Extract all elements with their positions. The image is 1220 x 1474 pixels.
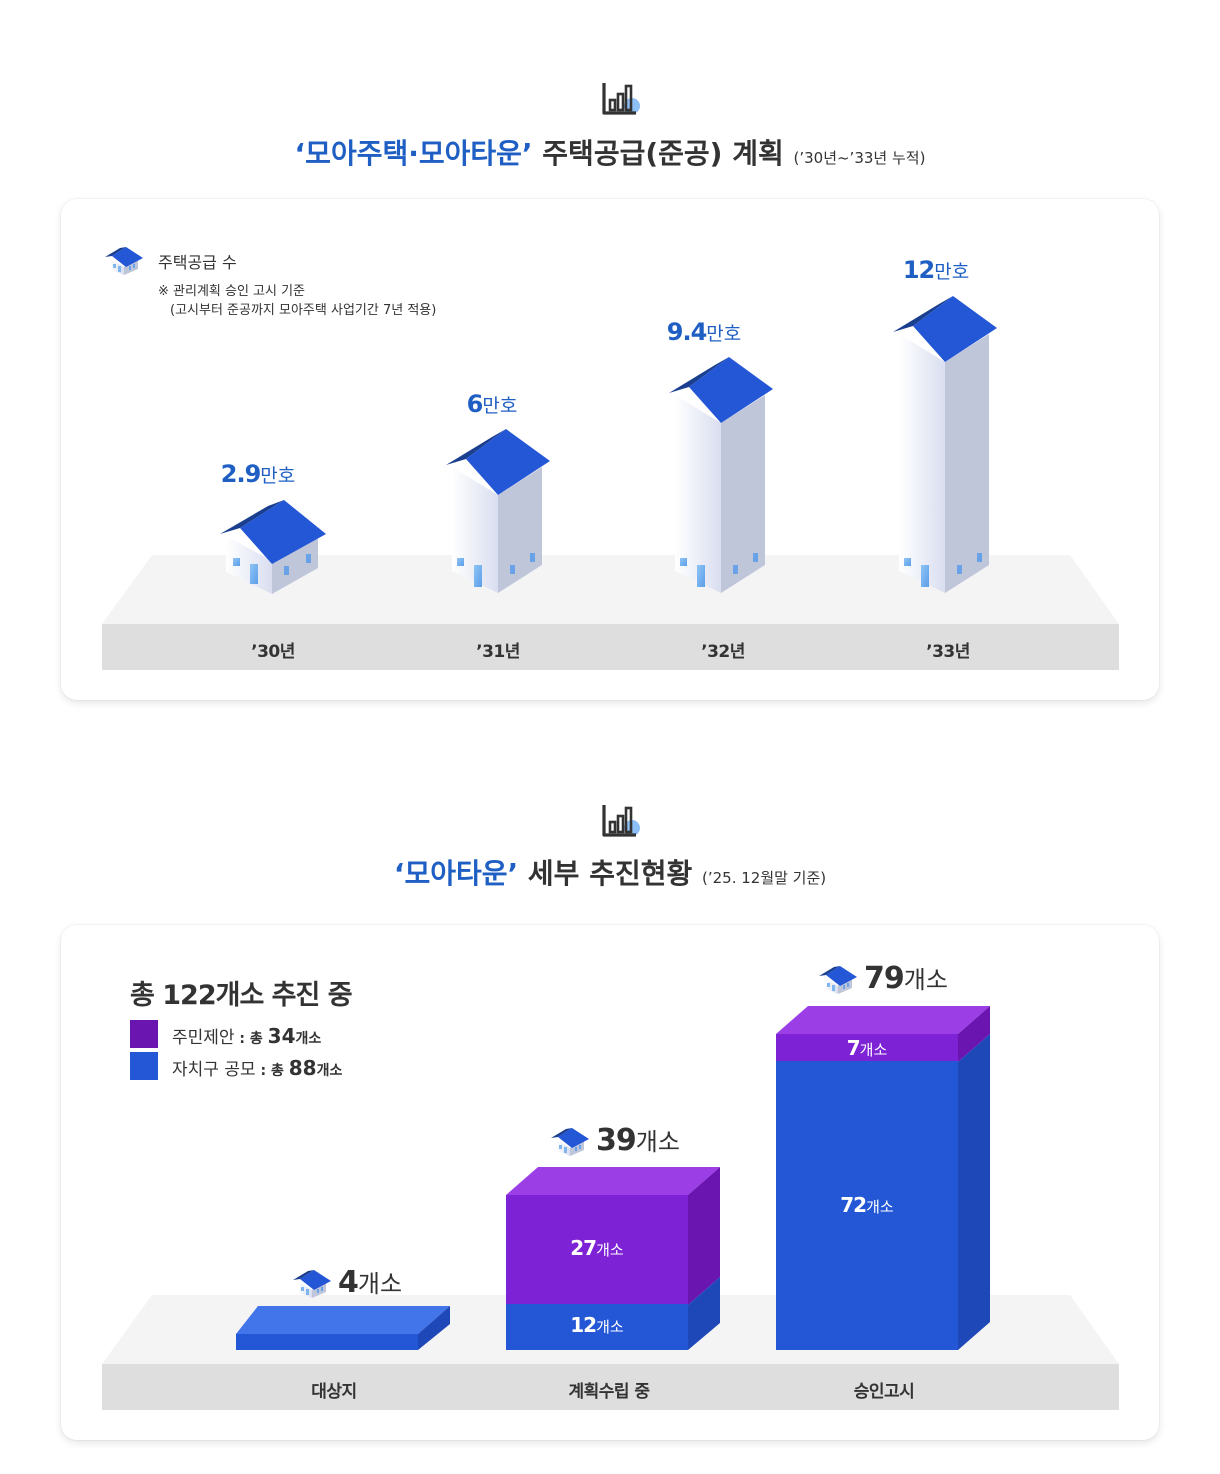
- x-label-31: ’31년: [476, 642, 520, 662]
- title-sub: (’25. 12월말 기준): [701, 869, 827, 887]
- total-label-planning: 39개소: [596, 1123, 680, 1158]
- section1-title: ‘모아주택·모아타운’ 주택공급(준공) 계획 (’30년~’33년 누적): [0, 132, 1220, 172]
- bar-chart-icon: [601, 802, 641, 838]
- bar-chart-icon: [601, 80, 641, 116]
- x-label-planning: 계획수립 중: [568, 1382, 650, 1402]
- house-icon: [292, 1266, 332, 1298]
- legend-label: 주택공급 수: [158, 253, 237, 272]
- title-highlight: ‘모아주택·모아타운’: [294, 137, 533, 170]
- total-label-target: 4개소: [338, 1265, 403, 1300]
- house-icon: [818, 962, 858, 994]
- legend-resident: 주민제안 : 총 34개소: [172, 1024, 322, 1048]
- platform-front: [102, 624, 1119, 670]
- building-30: [220, 500, 326, 594]
- title-highlight: ‘모아타운’: [393, 857, 519, 890]
- section2-title: ‘모아타운’ 세부 추진현황 (’25. 12월말 기준): [0, 852, 1220, 892]
- title-main: 세부 추진현황: [527, 857, 693, 890]
- legend-swatch-district: [130, 1052, 158, 1080]
- building-31: [446, 429, 550, 593]
- bar-target-sites: [236, 1306, 450, 1350]
- total-label-approved: 79개소: [864, 961, 948, 996]
- bar-planning: [506, 1167, 720, 1350]
- x-label-30: ’30년: [251, 642, 295, 662]
- note-line2: (고시부터 준공까지 모아주택 사업기간 7년 적용): [170, 303, 437, 318]
- note-line1: ※ 관리계획 승인 고시 기준: [158, 284, 306, 299]
- title-sub: (’30년~’33년 누적): [793, 149, 926, 167]
- platform-top: [102, 555, 1119, 624]
- segment-label-planning-district: 12개소: [570, 1313, 624, 1337]
- x-label-33: ’33년: [926, 642, 970, 662]
- legend-district: 자치구 공모 : 총 88개소: [172, 1056, 343, 1080]
- platform-front: [102, 1364, 1119, 1410]
- bar-approved: [776, 1006, 990, 1350]
- building-32: [669, 357, 773, 593]
- house-icon: [550, 1124, 590, 1156]
- x-label-target: 대상지: [311, 1382, 357, 1402]
- legend-swatch-resident: [130, 1020, 158, 1048]
- value-label-32: 9.4만호: [666, 318, 742, 346]
- value-label-30: 2.9만호: [220, 460, 296, 488]
- x-label-approved: 승인고시: [853, 1382, 915, 1402]
- title-main: 주택공급(준공) 계획: [542, 137, 784, 170]
- value-label-33: 12만호: [902, 256, 970, 284]
- x-label-32: ’32년: [701, 642, 745, 662]
- segment-label-planning-resident: 27개소: [570, 1236, 624, 1260]
- value-label-31: 6만호: [466, 390, 518, 418]
- segment-label-approved-district: 72개소: [840, 1193, 894, 1217]
- building-33: [893, 296, 997, 593]
- segment-label-approved-resident: 7개소: [846, 1036, 888, 1060]
- total-label: 총 122개소 추진 중: [130, 980, 353, 1011]
- house-icon: [104, 243, 144, 275]
